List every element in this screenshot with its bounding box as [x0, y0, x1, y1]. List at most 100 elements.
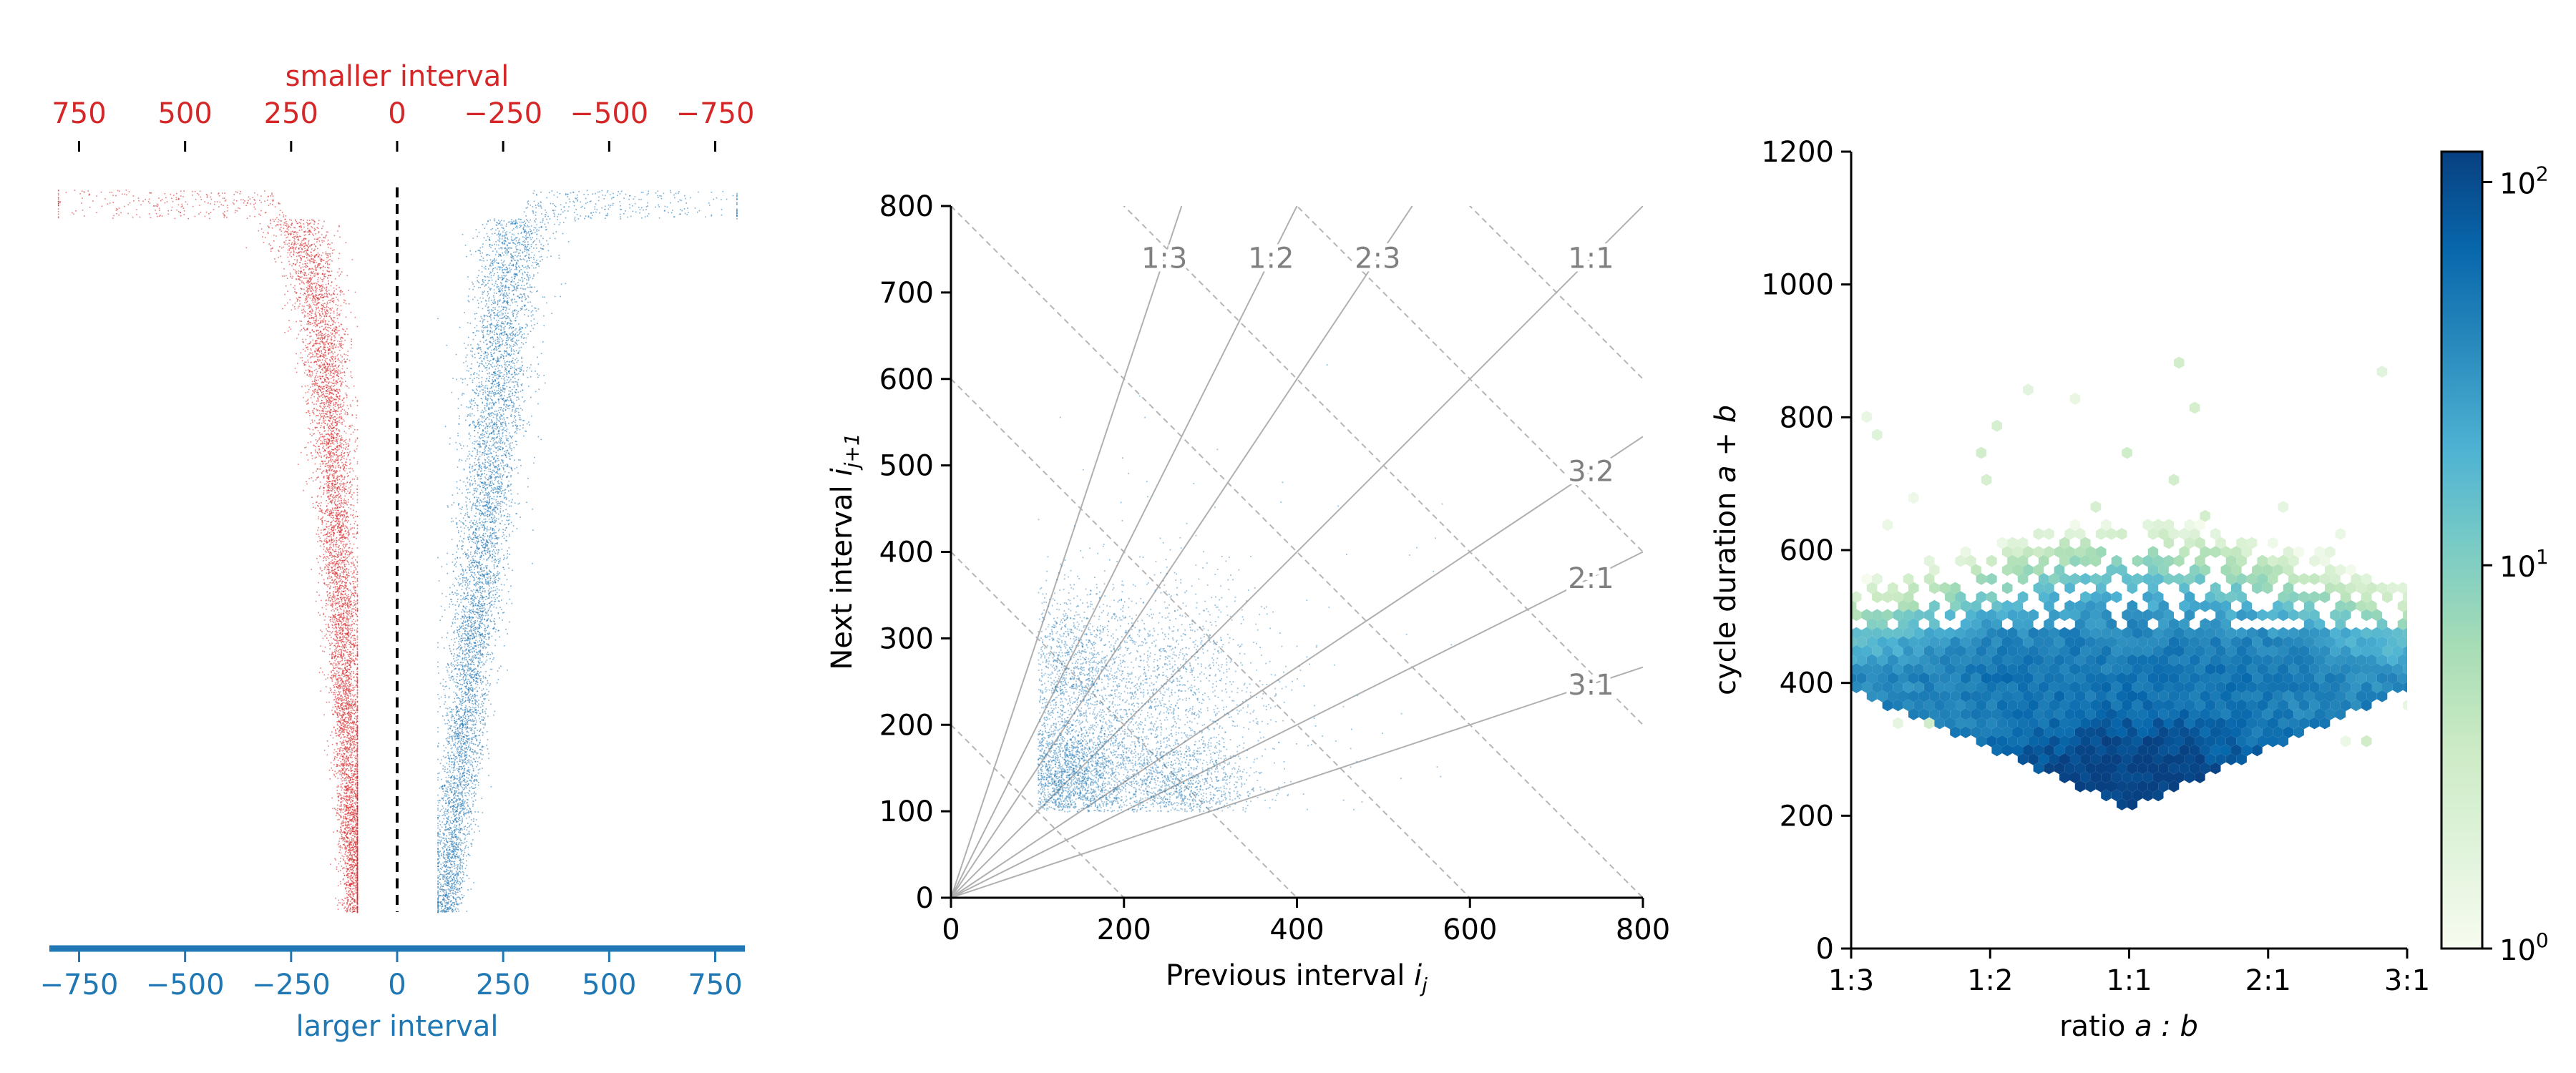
interval-point [332, 582, 333, 584]
interval-point [343, 699, 345, 701]
interval-point [328, 348, 329, 350]
interval-point [340, 459, 341, 461]
interval-point [283, 268, 285, 270]
interval-point [319, 245, 321, 247]
interval-point [332, 562, 334, 564]
interval-point [345, 750, 347, 751]
interval-point [323, 543, 325, 544]
interval-point [321, 388, 323, 390]
interval-point [354, 877, 356, 879]
interval-point [338, 697, 341, 699]
interval-point [334, 634, 336, 636]
interval-point [323, 540, 326, 542]
interval-point [353, 710, 356, 712]
interval-point [346, 831, 348, 833]
interval-point [326, 257, 328, 259]
interval-point [317, 324, 318, 325]
interval-point [338, 486, 340, 487]
interval-point [316, 361, 317, 363]
interval-point [355, 823, 356, 825]
interval-point [328, 640, 329, 642]
interval-point [348, 529, 350, 531]
interval-point [330, 562, 332, 564]
interval-point [330, 332, 331, 334]
interval-point [350, 641, 352, 643]
interval-point [320, 406, 322, 408]
interval-point [348, 707, 349, 709]
interval-point [318, 285, 320, 287]
interval-point [348, 722, 349, 723]
interval-point [272, 200, 273, 201]
interval-point [349, 797, 351, 798]
interval-point [311, 255, 312, 258]
interval-point [346, 821, 347, 823]
interval-point [341, 378, 343, 380]
interval-point [333, 398, 334, 400]
interval-point [346, 812, 348, 814]
interval-point [323, 356, 325, 357]
interval-point [343, 409, 346, 411]
interval-point [348, 596, 350, 597]
interval-point [355, 879, 357, 881]
interval-point [356, 663, 358, 665]
interval-point [352, 764, 354, 766]
interval-point [322, 260, 324, 261]
interval-point [354, 664, 356, 665]
interval-point [342, 743, 344, 744]
interval-point [321, 381, 323, 383]
interval-point [348, 876, 350, 878]
interval-point [304, 361, 306, 363]
interval-point [307, 359, 308, 361]
interval-point [341, 650, 342, 652]
interval-point [320, 486, 321, 487]
interval-point [342, 902, 344, 904]
interval-point [326, 401, 328, 402]
interval-point [307, 290, 309, 292]
interval-point [349, 481, 351, 484]
interval-point [356, 768, 358, 770]
interval-point [301, 271, 303, 273]
interval-point [335, 572, 337, 574]
interval-point [325, 283, 327, 285]
interval-point [275, 261, 277, 263]
interval-point [344, 748, 346, 750]
interval-point [333, 831, 334, 833]
interval-point [326, 387, 328, 388]
interval-point [343, 455, 345, 456]
interval-point [350, 653, 351, 655]
interval-point [330, 456, 332, 458]
interval-point [351, 682, 352, 685]
interval-point [353, 810, 355, 813]
interval-point [343, 598, 345, 599]
interval-point [319, 372, 321, 373]
interval-point [356, 571, 358, 572]
interval-point [311, 287, 313, 289]
interval-point [298, 305, 300, 308]
interval-point [348, 607, 349, 609]
interval-point [335, 551, 337, 552]
interval-point [329, 585, 331, 587]
interval-point [341, 743, 343, 745]
interval-point [336, 436, 338, 438]
interval-point [341, 343, 342, 345]
interval-point [316, 349, 318, 351]
interval-point [342, 469, 344, 470]
interval-point [300, 242, 301, 245]
interval-point [343, 515, 346, 517]
interval-point [346, 750, 348, 753]
interval-point [326, 490, 328, 491]
interval-point [335, 471, 336, 473]
interval-point [351, 820, 353, 821]
interval-point [345, 242, 347, 243]
interval-point [313, 318, 315, 320]
interval-point [319, 463, 321, 465]
interval-point [334, 574, 336, 575]
interval-point [331, 549, 333, 551]
interval-point [350, 893, 352, 896]
interval-point [340, 815, 342, 818]
interval-point [323, 451, 324, 452]
interval-point [333, 293, 335, 295]
interval-point [346, 368, 348, 369]
interval-point [341, 459, 342, 460]
interval-point [233, 199, 235, 201]
